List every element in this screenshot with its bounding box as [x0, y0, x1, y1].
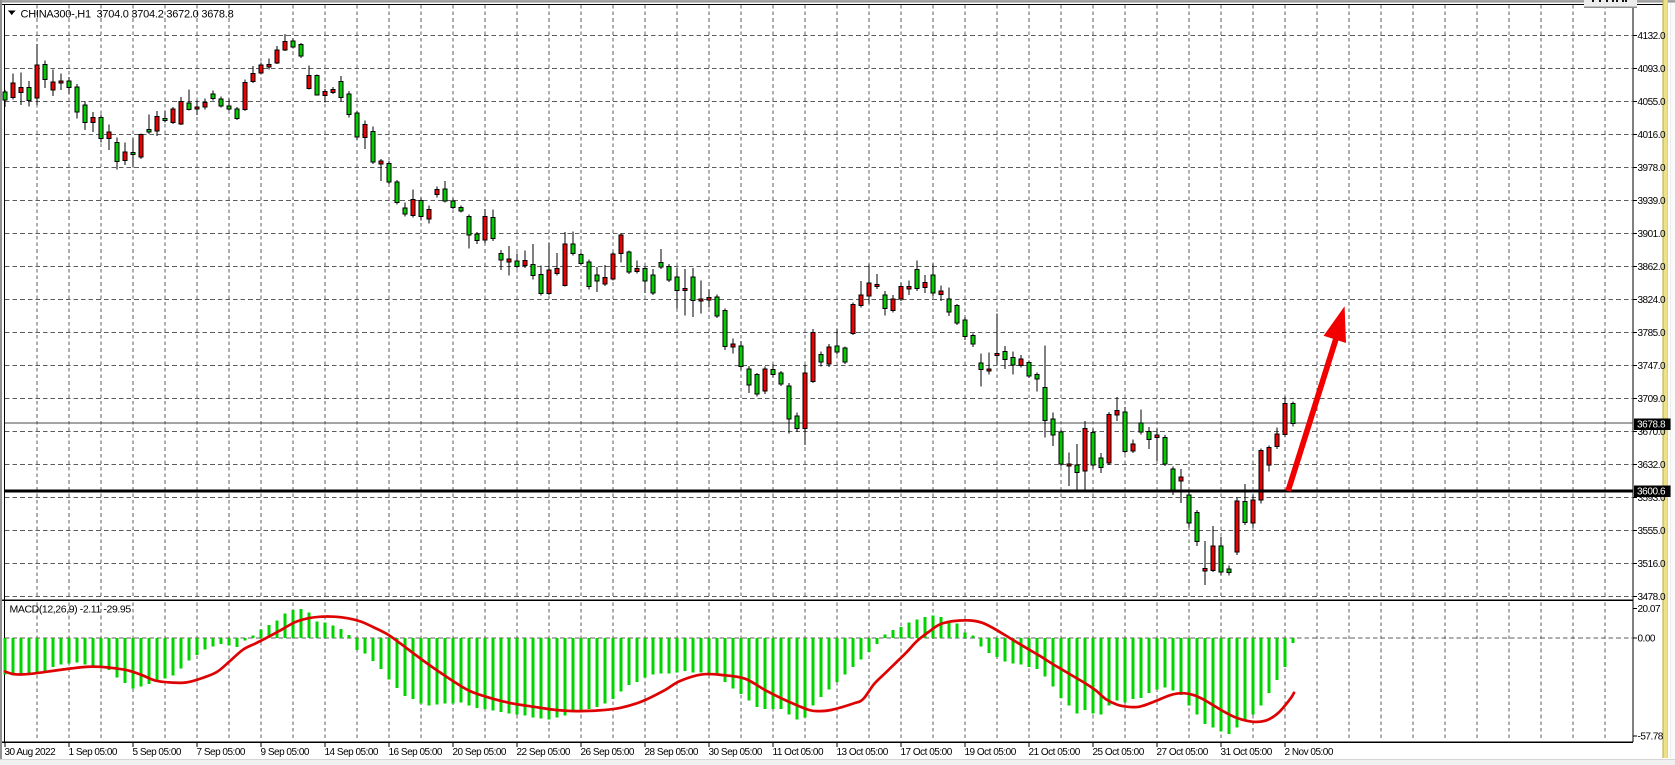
- svg-text:25 Oct 05:00: 25 Oct 05:00: [1093, 747, 1145, 758]
- svg-text:27 Oct 05:00: 27 Oct 05:00: [1157, 747, 1209, 758]
- svg-text:0.00: 0.00: [1638, 634, 1656, 645]
- svg-text:4016.0: 4016.0: [1638, 130, 1667, 141]
- svg-text:3678.8: 3678.8: [1637, 419, 1666, 430]
- svg-text:19 Oct 05:00: 19 Oct 05:00: [965, 747, 1017, 758]
- svg-text:17 Oct 05:00: 17 Oct 05:00: [901, 747, 953, 758]
- svg-text:3593.0: 3593.0: [1638, 493, 1667, 504]
- svg-text:4055.0: 4055.0: [1638, 97, 1667, 108]
- svg-text:3978.0: 3978.0: [1638, 163, 1667, 174]
- svg-text:3600.6: 3600.6: [1637, 486, 1666, 497]
- svg-text:31 Oct 05:00: 31 Oct 05:00: [1221, 747, 1273, 758]
- svg-text:3555.0: 3555.0: [1638, 526, 1667, 537]
- svg-text:3901.0: 3901.0: [1638, 229, 1667, 240]
- svg-text:20 Sep 05:00: 20 Sep 05:00: [453, 747, 507, 758]
- svg-text:22 Sep 05:00: 22 Sep 05:00: [517, 747, 571, 758]
- svg-text:30 Sep 05:00: 30 Sep 05:00: [709, 747, 763, 758]
- svg-text:3862.0: 3862.0: [1638, 262, 1667, 273]
- svg-text:MACD(12,26,9) -2.11 -29.95: MACD(12,26,9) -2.11 -29.95: [10, 604, 132, 616]
- svg-text:3824.0: 3824.0: [1638, 295, 1667, 306]
- svg-text:3939.0: 3939.0: [1638, 196, 1667, 207]
- svg-text:30 Aug 2022: 30 Aug 2022: [5, 747, 57, 758]
- svg-text:20.07: 20.07: [1638, 604, 1661, 615]
- svg-text:2 Nov 05:00: 2 Nov 05:00: [1285, 747, 1334, 758]
- svg-text:4132.0: 4132.0: [1638, 31, 1667, 42]
- svg-text:13 Oct 05:00: 13 Oct 05:00: [837, 747, 889, 758]
- svg-text:21 Oct 05:00: 21 Oct 05:00: [1029, 747, 1081, 758]
- svg-text:3785.0: 3785.0: [1638, 328, 1667, 339]
- svg-text:7 Sep 05:00: 7 Sep 05:00: [197, 747, 246, 758]
- svg-text:3747.0: 3747.0: [1638, 361, 1667, 372]
- svg-text:-57.78: -57.78: [1638, 732, 1664, 743]
- svg-text:3709.0: 3709.0: [1638, 394, 1667, 405]
- svg-text:CHINA300-,H1 3704.0 3704.2 36: CHINA300-,H1 3704.0 3704.2 3672.0 3678.8: [21, 9, 234, 21]
- svg-text:16 Sep 05:00: 16 Sep 05:00: [389, 747, 443, 758]
- svg-text:14 Sep 05:00: 14 Sep 05:00: [325, 747, 379, 758]
- svg-text:5 Sep 05:00: 5 Sep 05:00: [133, 747, 182, 758]
- svg-text:3478.0: 3478.0: [1638, 592, 1667, 603]
- svg-text:3516.0: 3516.0: [1638, 559, 1667, 570]
- svg-text:1 Sep 05:00: 1 Sep 05:00: [69, 747, 118, 758]
- svg-text:26 Sep 05:00: 26 Sep 05:00: [581, 747, 635, 758]
- svg-text:28 Sep 05:00: 28 Sep 05:00: [645, 747, 699, 758]
- svg-text:9 Sep 05:00: 9 Sep 05:00: [261, 747, 310, 758]
- svg-text:11 Oct 05:00: 11 Oct 05:00: [773, 747, 824, 758]
- svg-text:4093.0: 4093.0: [1638, 64, 1667, 75]
- svg-text:3632.0: 3632.0: [1638, 460, 1667, 471]
- svg-text:3670.0: 3670.0: [1638, 427, 1667, 438]
